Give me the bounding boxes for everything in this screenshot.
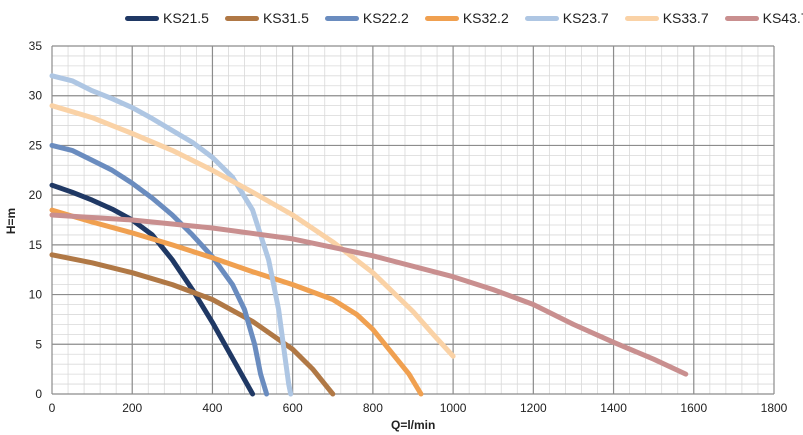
legend-swatch [724, 15, 759, 21]
x-tick-label: 600 [283, 401, 303, 415]
legend-swatch [125, 15, 159, 21]
legend-item: KS22.2 [324, 10, 409, 26]
legend-label: KS32.2 [462, 10, 509, 26]
series-line-ks31-5 [49, 252, 336, 397]
chart-legend: KS21.5 KS31.5 KS22.2 KS32.2 KS23.7 KS33.7 KS43… [125, 8, 803, 28]
legend-item: KS32.2 [424, 10, 509, 26]
series-line-ks43-7 [49, 212, 689, 377]
legend-label: KS21.5 [163, 10, 209, 26]
series-line-ks32-2 [49, 207, 424, 397]
legend-label: KS23.7 [562, 10, 609, 26]
x-tick-label: 400 [202, 401, 222, 415]
tick-labels: 0 200 400 600 800 1000 1200 1400 1600 1800 0 5 10 15 2… [29, 39, 788, 415]
major-grid [51, 45, 775, 395]
legend-swatch [324, 15, 359, 21]
y-tick-label: 20 [29, 188, 43, 202]
y-tick-label: 10 [29, 288, 43, 302]
x-tick-label: 1800 [761, 401, 788, 415]
series-line-ks21-5 [49, 182, 256, 397]
x-tick-label: 1200 [520, 401, 547, 415]
legend-item: KS31.5 [224, 10, 309, 26]
series-lines [49, 73, 689, 397]
x-tick-label: 1000 [440, 401, 467, 415]
y-tick-label: 0 [35, 387, 42, 401]
y-tick-label: 25 [29, 138, 43, 152]
x-axis-title: Q=l/min [391, 418, 436, 432]
y-tick-label: 35 [29, 39, 43, 53]
x-tick-label: 1600 [680, 401, 707, 415]
minor-grid [51, 45, 775, 395]
series-line-ks33-7 [49, 103, 456, 359]
legend-label: KS22.2 [362, 10, 409, 26]
legend-label: KS31.5 [262, 10, 309, 26]
x-tick-label: 200 [122, 401, 142, 415]
legend-item: KS21.5 [125, 10, 209, 26]
y-tick-label: 5 [35, 337, 42, 351]
x-tick-label: 800 [363, 401, 383, 415]
legend-swatch [224, 15, 259, 21]
y-axis-title: H=m [4, 207, 19, 235]
legend-swatch [624, 15, 659, 21]
series-line-ks23-7 [49, 73, 294, 397]
x-tick-label: 0 [49, 401, 56, 415]
legend-label: KS43.7 [762, 10, 803, 26]
legend-swatch [524, 15, 559, 21]
x-tick-label: 1400 [600, 401, 627, 415]
legend-item: KS33.7 [624, 10, 709, 26]
legend-label: KS33.7 [662, 10, 709, 26]
legend-item: KS43.7 [724, 10, 803, 26]
legend-swatch [424, 15, 459, 21]
y-tick-label: 30 [29, 89, 43, 103]
y-tick-label: 15 [29, 238, 43, 252]
legend-item: KS23.7 [524, 10, 609, 26]
